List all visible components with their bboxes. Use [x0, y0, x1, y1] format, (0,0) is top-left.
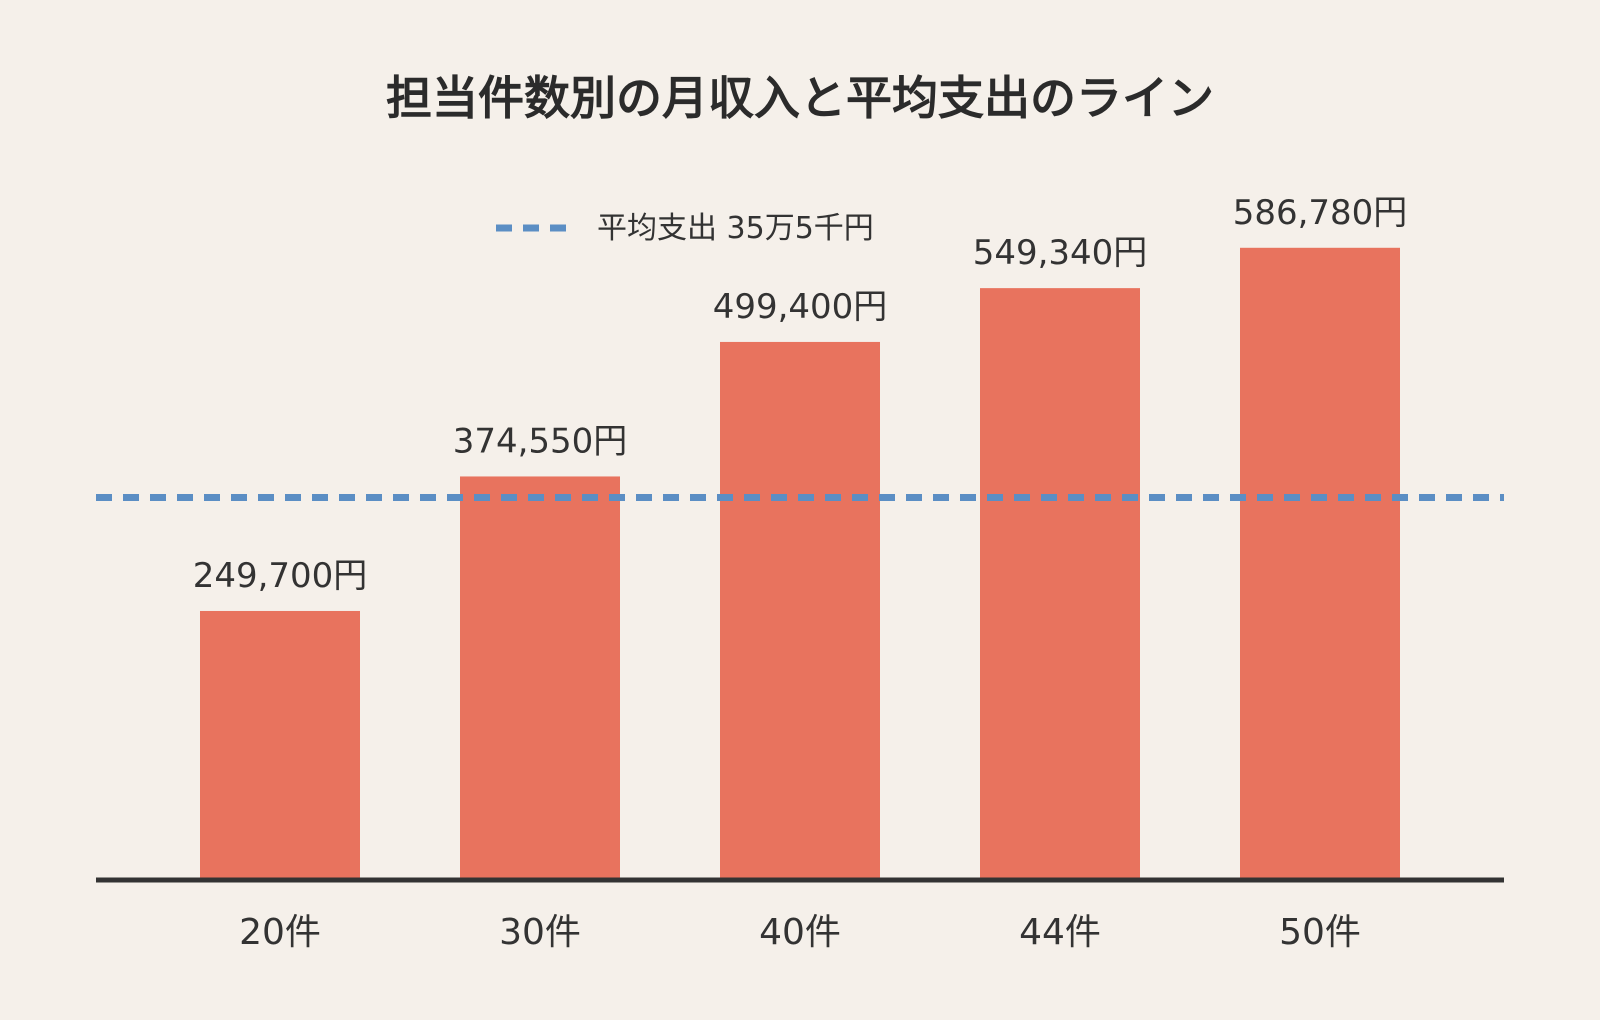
value-label: 549,340円: [973, 233, 1148, 273]
category-label: 40件: [759, 912, 841, 953]
category-label: 20件: [239, 912, 321, 953]
category-label: 50件: [1279, 912, 1361, 953]
legend: 平均支出 35万5千円: [496, 211, 874, 246]
category-label: 30件: [499, 912, 581, 953]
value-labels-group: 249,700円 374,550円 499,400円 549,340円 586,780円: [193, 193, 1408, 596]
value-label: 374,550円: [453, 421, 628, 461]
category-label: 44件: [1019, 912, 1101, 953]
bars-group: [200, 247, 1400, 880]
chart-title: 担当件数別の月収入と平均支出のライン: [386, 71, 1214, 125]
bar-30件: [460, 476, 620, 880]
value-label: 499,400円: [713, 287, 888, 327]
value-label: 586,780円: [1233, 193, 1408, 233]
bar-44件: [980, 288, 1140, 880]
bar-40件: [720, 341, 880, 880]
value-label: 249,700円: [193, 556, 368, 596]
bar-50件: [1240, 247, 1400, 880]
bar-20件: [200, 610, 360, 880]
legend-label-average-expense: 平均支出 35万5千円: [597, 211, 874, 246]
category-labels-group: 20件 30件 40件 44件 50件: [239, 912, 1361, 953]
